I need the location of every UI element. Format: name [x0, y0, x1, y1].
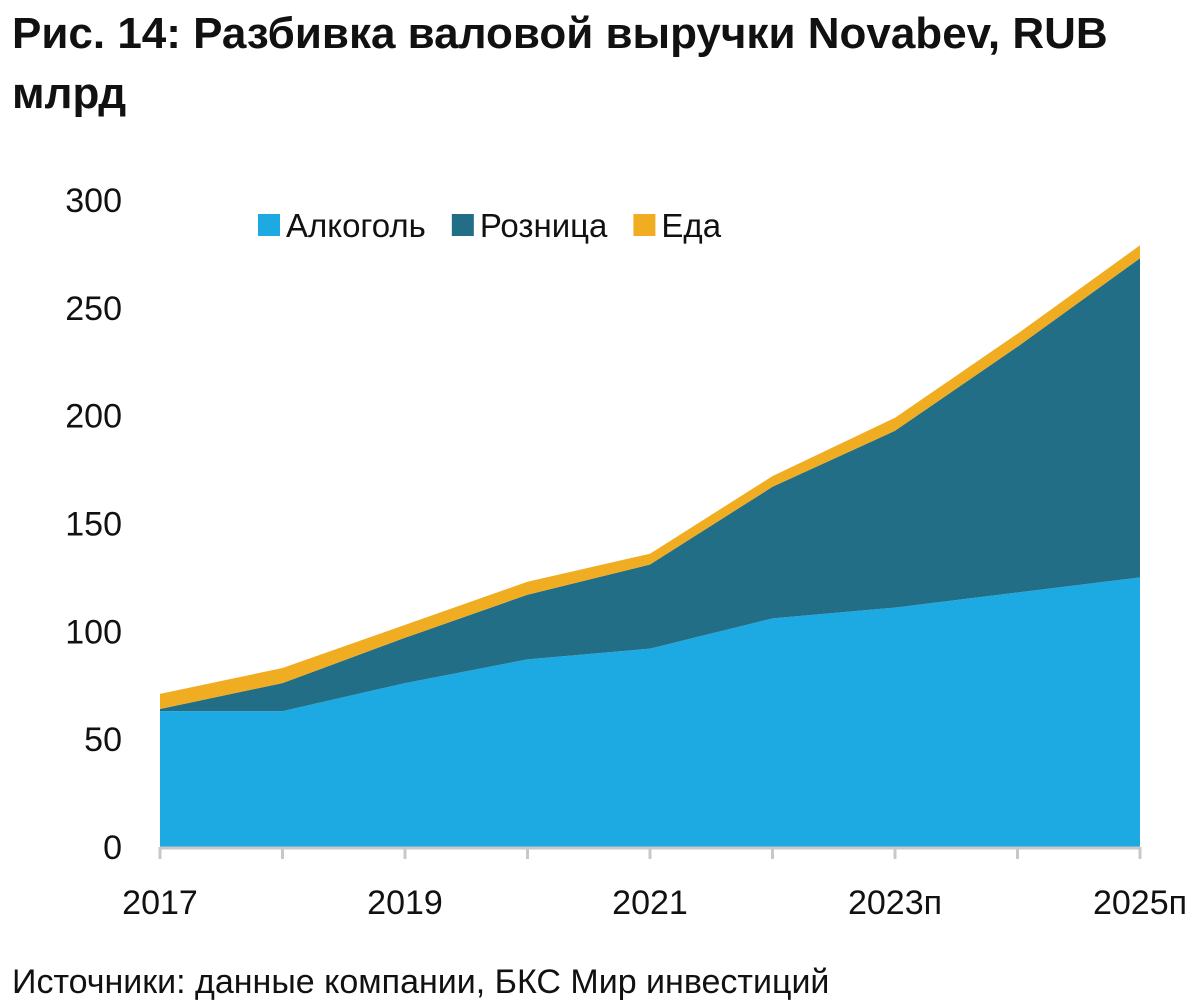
source-note: Источники: данные компании, БКС Мир инве…	[12, 963, 830, 1001]
y-tick-label: 300	[65, 182, 122, 220]
legend-label-0: Алкоголь	[286, 207, 426, 244]
y-tick-label: 100	[65, 613, 122, 651]
legend-label-2: Еда	[661, 207, 721, 244]
x-tick-label: 2019	[367, 884, 443, 922]
y-tick-label: 250	[65, 290, 122, 328]
y-axis: 0 50 100 150 200 250 300	[65, 182, 122, 867]
x-tick-label: 2025п	[1093, 884, 1187, 922]
x-tick-label: 2017	[122, 884, 198, 922]
legend-swatch-2	[633, 214, 656, 236]
series-area-1	[160, 258, 1140, 712]
chart-areas	[160, 245, 1140, 847]
legend-swatch-1	[451, 214, 474, 236]
series-area-0	[160, 577, 1140, 847]
y-tick-label: 50	[84, 721, 122, 759]
y-tick-label: 200	[65, 398, 122, 436]
x-axis: 2017 2019 2021 2023п 2025п	[122, 846, 1187, 922]
legend-label-1: Розница	[480, 207, 608, 244]
chart-title: Рис. 14: Разбивка валовой выручки Novabe…	[12, 9, 1108, 118]
x-tick-label: 2021	[612, 884, 688, 922]
chart-legend: Алкоголь Розница Еда	[258, 207, 722, 244]
y-tick-label: 150	[65, 506, 122, 544]
legend-swatch-0	[258, 214, 280, 236]
x-tick-label: 2023п	[848, 884, 942, 922]
y-tick-label: 0	[103, 829, 122, 867]
